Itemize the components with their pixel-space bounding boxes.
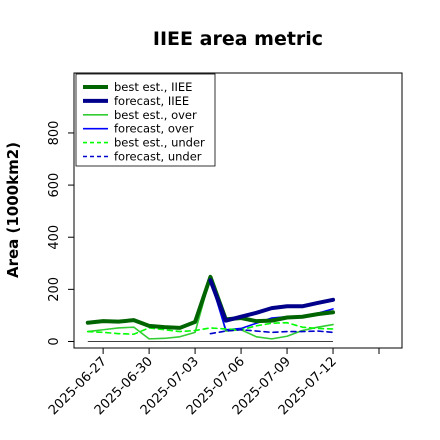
series-line-best-est-iiee — [85, 274, 336, 330]
y-tick-label: 600 — [47, 173, 62, 198]
y-axis: 0 200 400 600 800 — [47, 121, 74, 346]
legend-entry: forecast, under — [114, 150, 202, 164]
series-line-forecast-iiee — [208, 278, 336, 323]
y-tick-label: 200 — [47, 277, 62, 302]
chart-title: IIEE area metric — [153, 28, 323, 50]
legend-entry: best est., IIEE — [114, 80, 192, 94]
y-tick-label: 0 — [47, 337, 62, 345]
legend-box — [75, 73, 216, 167]
legend-entry: best est., under — [114, 136, 205, 150]
series-layer — [85, 274, 336, 340]
series-line-best-est-under — [86, 321, 334, 335]
series-line-forecast-under — [209, 328, 334, 335]
legend-entry: forecast, IIEE — [114, 94, 189, 108]
legend-entry: forecast, over — [114, 122, 194, 136]
legend-entry: best est., over — [114, 108, 197, 122]
y-tick-label: 800 — [47, 121, 62, 146]
plot-frame — [73, 72, 403, 349]
y-tick-label: 400 — [47, 225, 62, 250]
y-axis-label: Area (1000km2) — [4, 142, 22, 278]
x-axis: 2025-06-272025-06-302025-07-032025-07-06… — [46, 348, 380, 418]
